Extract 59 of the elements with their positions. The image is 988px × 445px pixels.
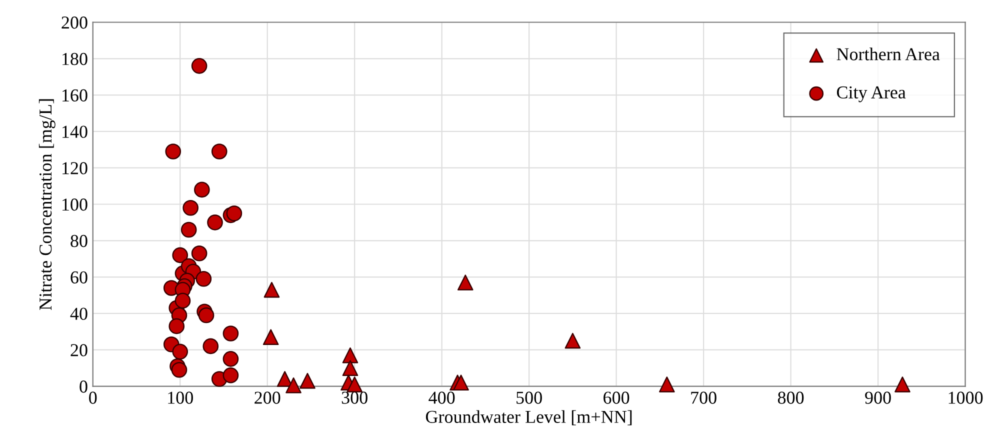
x-tick-label: 100	[168, 392, 193, 404]
y-tick-label: 100	[62, 198, 88, 211]
point	[168, 318, 185, 334]
x-tick-label: 1000	[948, 392, 983, 404]
x-tick-label: 0	[89, 392, 97, 404]
point	[222, 326, 239, 342]
point	[453, 374, 469, 391]
point	[226, 205, 242, 222]
point	[180, 222, 197, 238]
y-tick-label: 200	[62, 16, 88, 29]
x-tick-label: 400	[428, 392, 455, 404]
point	[894, 376, 910, 392]
point	[174, 292, 191, 309]
x-tick-label: 500	[516, 392, 542, 404]
x-tick-label: 300	[342, 392, 368, 404]
y-tick-label: 120	[62, 162, 88, 174]
x-tick-label: 700	[691, 392, 716, 404]
point	[346, 376, 362, 392]
point	[191, 58, 208, 74]
point	[198, 307, 214, 324]
point	[222, 351, 239, 367]
x-tick-label: 900	[865, 392, 891, 404]
point	[171, 362, 188, 378]
point	[172, 247, 188, 264]
point	[207, 214, 223, 230]
y-tick-label: 0	[80, 380, 88, 393]
y-tick-label: 40	[70, 308, 88, 320]
x-tick-label: 200	[254, 392, 280, 404]
legend-label: City Area	[836, 86, 906, 102]
point	[191, 245, 208, 262]
point	[342, 347, 358, 364]
point	[564, 332, 581, 349]
point	[659, 376, 675, 392]
point	[262, 329, 279, 346]
point	[194, 182, 210, 198]
y-tick-label: 80	[70, 234, 88, 248]
point	[172, 344, 188, 360]
y-tick-label: 60	[70, 271, 88, 284]
point	[276, 371, 293, 387]
y-tick-label: 20	[70, 344, 88, 356]
x-axis-title: Groundwater Level [m+NN]	[426, 410, 632, 426]
point	[286, 377, 302, 394]
point	[457, 274, 474, 290]
point	[202, 338, 219, 354]
y-tick-label: 180	[62, 52, 88, 66]
x-tick-label: 600	[604, 392, 630, 404]
y-axis-title: Nitrate Concentration [mg/L]	[38, 99, 56, 310]
point	[222, 367, 239, 384]
y-tick-label: 140	[62, 126, 88, 138]
y-tick-label: 160	[62, 89, 88, 102]
point	[196, 270, 212, 287]
point	[165, 144, 182, 160]
legend-label: Northern Area	[836, 48, 940, 60]
point	[342, 360, 358, 376]
x-tick-label: 800	[778, 392, 804, 404]
point	[264, 282, 280, 298]
point	[211, 144, 228, 160]
point	[300, 372, 316, 389]
point	[182, 200, 198, 216]
